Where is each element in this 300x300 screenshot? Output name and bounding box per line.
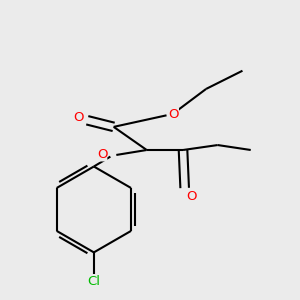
Text: O: O bbox=[169, 108, 179, 121]
Text: O: O bbox=[186, 190, 196, 203]
Text: Cl: Cl bbox=[87, 275, 101, 289]
Text: O: O bbox=[74, 111, 84, 124]
Text: O: O bbox=[97, 148, 107, 161]
